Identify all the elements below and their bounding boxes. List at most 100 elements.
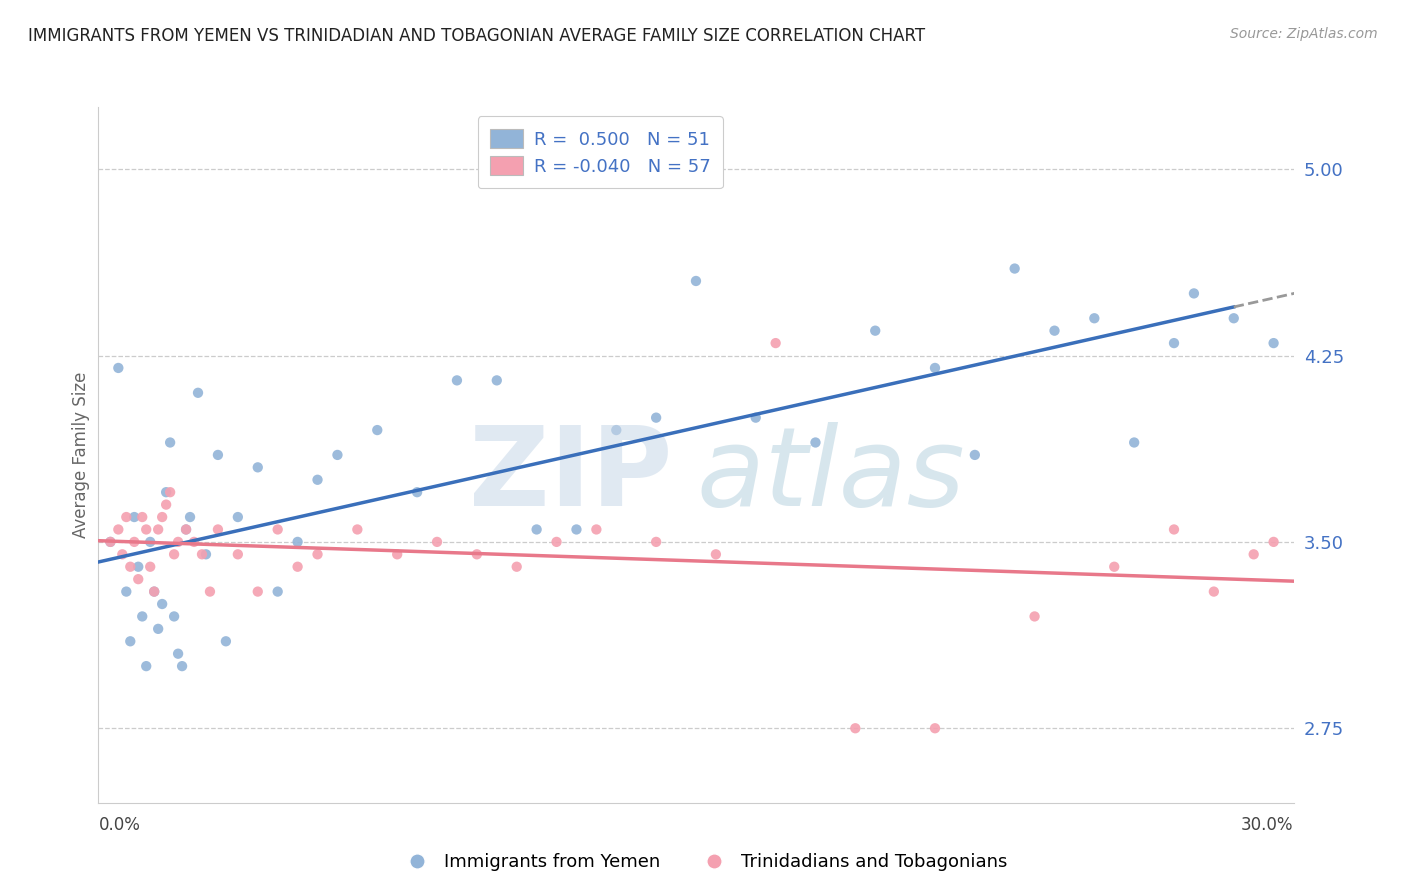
Point — [226, 510, 249, 524]
Point — [155, 485, 177, 500]
Point — [215, 634, 238, 648]
Point — [385, 547, 409, 561]
Point — [1163, 336, 1185, 351]
Point — [346, 523, 368, 537]
Point — [107, 523, 129, 537]
Point — [406, 485, 429, 500]
Point — [924, 360, 946, 375]
Point — [565, 523, 588, 537]
Point — [98, 534, 122, 549]
Point — [605, 423, 627, 437]
Point — [183, 534, 205, 549]
Point — [1263, 534, 1285, 549]
Point — [287, 534, 309, 549]
Point — [844, 721, 866, 735]
Point — [1043, 324, 1066, 338]
Point — [426, 534, 449, 549]
Point — [506, 559, 529, 574]
Point — [485, 373, 508, 387]
Point — [167, 534, 190, 549]
Point — [187, 385, 209, 400]
Point — [120, 559, 142, 574]
Point — [163, 547, 186, 561]
Point — [1004, 261, 1026, 276]
Point — [804, 435, 827, 450]
Point — [139, 559, 162, 574]
Point — [1182, 286, 1205, 301]
Point — [174, 523, 197, 537]
Point — [111, 547, 134, 561]
Point — [307, 473, 329, 487]
Point — [267, 584, 290, 599]
Point — [465, 547, 488, 561]
Point — [1024, 609, 1046, 624]
Point — [174, 523, 197, 537]
Point — [1223, 311, 1246, 326]
Point — [685, 274, 707, 288]
Point — [446, 373, 468, 387]
Point — [148, 523, 170, 537]
Point — [139, 534, 162, 549]
Point — [1104, 559, 1126, 574]
Point — [546, 534, 568, 549]
Point — [107, 360, 129, 375]
Point — [1263, 336, 1285, 351]
Point — [226, 547, 249, 561]
Point — [143, 584, 166, 599]
Point — [143, 584, 166, 599]
Point — [131, 609, 153, 624]
Point — [924, 721, 946, 735]
Text: 30.0%: 30.0% — [1241, 816, 1294, 834]
Point — [585, 523, 607, 537]
Point — [645, 410, 668, 425]
Point — [167, 647, 190, 661]
Point — [131, 510, 153, 524]
Point — [150, 597, 173, 611]
Point — [179, 510, 201, 524]
Point — [207, 448, 229, 462]
Point — [1202, 584, 1225, 599]
Point — [98, 534, 122, 549]
Point — [1243, 547, 1265, 561]
Point — [207, 523, 229, 537]
Point — [115, 510, 138, 524]
Point — [287, 559, 309, 574]
Point — [1163, 523, 1185, 537]
Point — [267, 523, 290, 537]
Legend: R =  0.500   N = 51, R = -0.040   N = 57: R = 0.500 N = 51, R = -0.040 N = 57 — [478, 116, 723, 188]
Y-axis label: Average Family Size: Average Family Size — [72, 372, 90, 538]
Point — [150, 510, 173, 524]
Point — [127, 572, 149, 586]
Point — [246, 584, 269, 599]
Point — [135, 523, 157, 537]
Point — [135, 659, 157, 673]
Point — [148, 622, 170, 636]
Point — [246, 460, 269, 475]
Point — [163, 609, 186, 624]
Point — [191, 547, 214, 561]
Text: 0.0%: 0.0% — [98, 816, 141, 834]
Point — [159, 435, 181, 450]
Point — [155, 498, 177, 512]
Text: ZIP: ZIP — [468, 422, 672, 529]
Point — [863, 324, 887, 338]
Point — [645, 534, 668, 549]
Point — [326, 448, 349, 462]
Text: Source: ZipAtlas.com: Source: ZipAtlas.com — [1230, 27, 1378, 41]
Point — [526, 523, 548, 537]
Point — [765, 336, 787, 351]
Point — [115, 584, 138, 599]
Point — [127, 559, 149, 574]
Point — [124, 534, 146, 549]
Point — [198, 584, 221, 599]
Point — [124, 510, 146, 524]
Text: atlas: atlas — [696, 422, 965, 529]
Point — [745, 410, 768, 425]
Text: IMMIGRANTS FROM YEMEN VS TRINIDADIAN AND TOBAGONIAN AVERAGE FAMILY SIZE CORRELAT: IMMIGRANTS FROM YEMEN VS TRINIDADIAN AND… — [28, 27, 925, 45]
Point — [1083, 311, 1105, 326]
Point — [307, 547, 329, 561]
Legend: Immigrants from Yemen, Trinidadians and Tobagonians: Immigrants from Yemen, Trinidadians and … — [391, 847, 1015, 879]
Point — [172, 659, 194, 673]
Point — [1123, 435, 1146, 450]
Point — [963, 448, 986, 462]
